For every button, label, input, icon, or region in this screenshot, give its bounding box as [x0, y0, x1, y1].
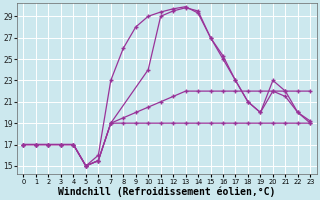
- X-axis label: Windchill (Refroidissement éolien,°C): Windchill (Refroidissement éolien,°C): [58, 186, 276, 197]
